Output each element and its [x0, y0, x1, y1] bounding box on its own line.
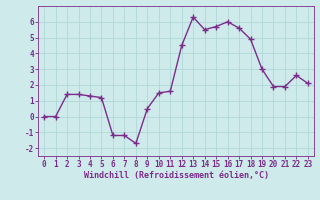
X-axis label: Windchill (Refroidissement éolien,°C): Windchill (Refroidissement éolien,°C)	[84, 171, 268, 180]
